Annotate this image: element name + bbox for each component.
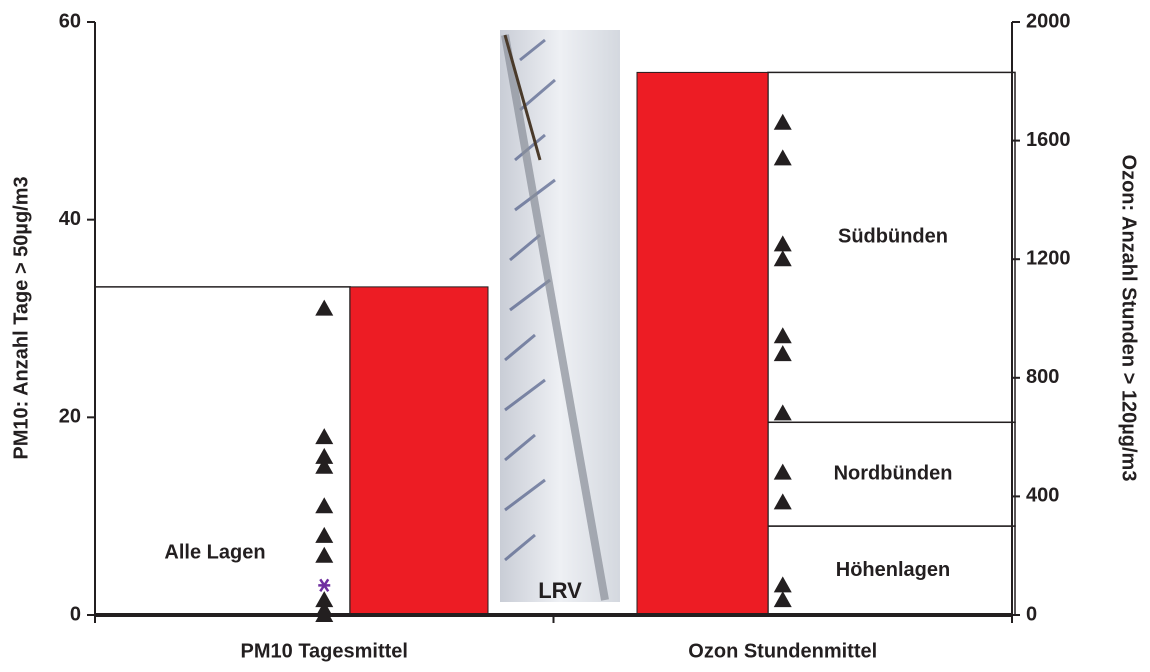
zone-label: Nordbünden	[834, 462, 953, 484]
y2-tick-label: 1200	[1026, 247, 1071, 269]
thermometer-image	[500, 30, 620, 602]
x-tick-label: Ozon Stundenmittel	[688, 640, 877, 662]
y2-axis-label: Ozon: Anzahl Stunden > 120µg/m3	[1118, 155, 1140, 482]
x-tick-label: PM10 Tagesmittel	[241, 640, 408, 662]
y-tick-label: 0	[70, 603, 81, 625]
y2-tick-label: 400	[1026, 485, 1059, 507]
y-tick-label: 20	[59, 406, 81, 428]
y-axis-label: PM10: Anzahl Tage > 50µg/m3	[10, 176, 32, 459]
zone-box	[95, 287, 350, 615]
chart: LRV PM10: Anzahl Tage > 50µg/m3 Ozon: An…	[0, 0, 1150, 667]
annotation: LRV	[538, 578, 582, 603]
y2-tick-label: 0	[1026, 603, 1037, 625]
zone-label: Höhenlagen	[836, 559, 950, 581]
y2-tick-label: 2000	[1026, 10, 1071, 32]
y-tick-label: 40	[59, 208, 81, 230]
bar	[637, 72, 768, 615]
y-tick-label: 60	[59, 10, 81, 32]
y2-tick-label: 800	[1026, 366, 1059, 388]
bar	[350, 287, 488, 615]
y2-tick-label: 1600	[1026, 129, 1071, 151]
zone-label: Südbünden	[838, 226, 948, 248]
zone-label: Alle Lagen	[164, 541, 265, 563]
